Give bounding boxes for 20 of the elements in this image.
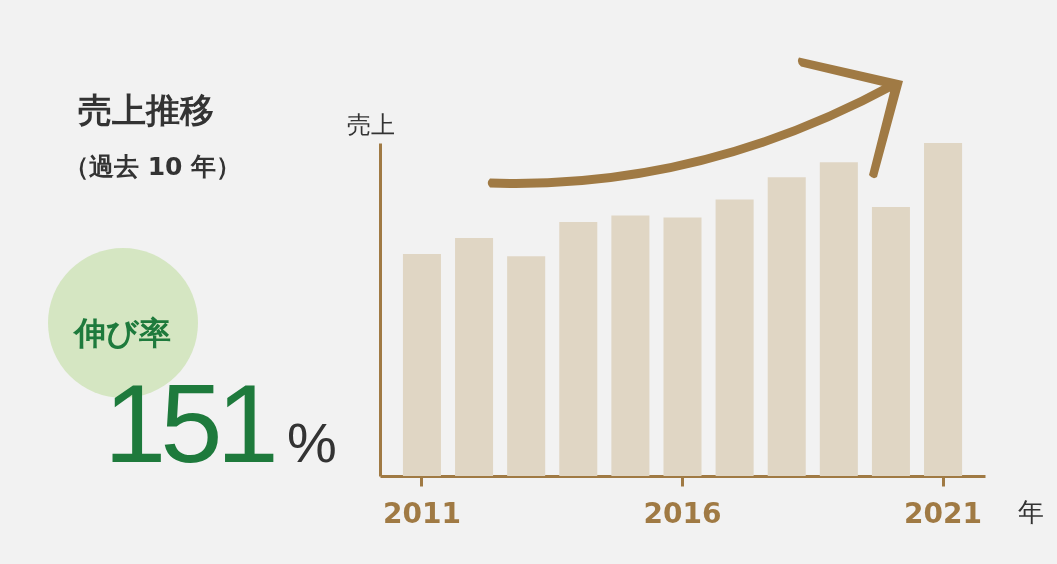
bar xyxy=(402,253,441,476)
bar xyxy=(767,177,806,476)
bar xyxy=(871,206,910,476)
x-tick-label: 2011 xyxy=(382,496,461,530)
x-axis-title: 年 xyxy=(1017,496,1044,527)
x-tick-label: 2016 xyxy=(643,496,722,530)
bar xyxy=(663,217,702,476)
bar xyxy=(715,199,754,476)
text: 伸び率 xyxy=(74,313,171,354)
bar xyxy=(924,143,963,476)
text: （過去 10 年） xyxy=(64,151,242,183)
bar xyxy=(819,162,858,476)
chart-title: 売上推移 xyxy=(78,89,214,132)
text: 151% xyxy=(104,361,337,486)
bar xyxy=(611,215,650,476)
bar xyxy=(507,256,546,476)
x-tick-label: 2021 xyxy=(904,496,983,530)
bar xyxy=(455,237,494,476)
y-axis-title: 売上 xyxy=(346,110,395,139)
bar xyxy=(559,221,598,476)
